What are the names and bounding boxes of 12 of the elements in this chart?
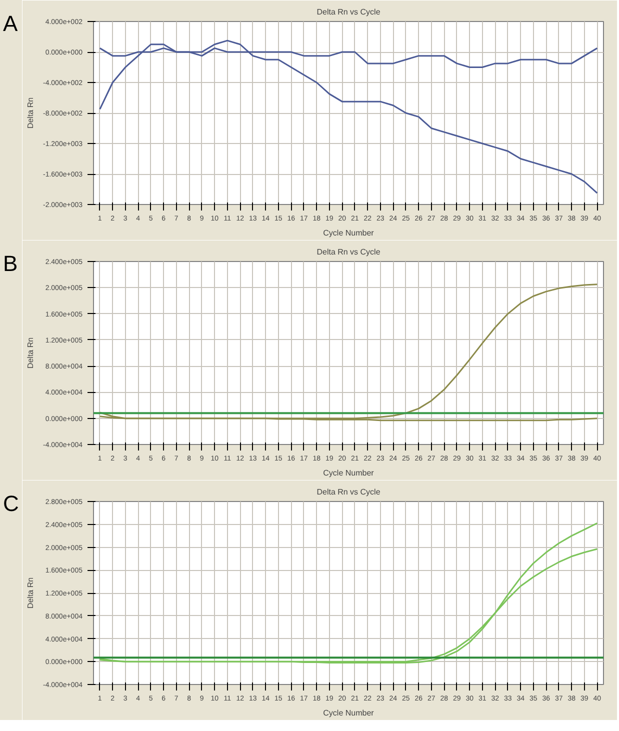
chart-title: Delta Rn vs Cycle — [316, 8, 381, 16]
y-axis-title: Delta Rn — [26, 97, 35, 129]
y-axis-title: Delta Rn — [26, 577, 35, 609]
y-axis-title: Delta Rn — [26, 337, 35, 369]
chart-title: Delta Rn vs Cycle — [316, 248, 381, 256]
text: C — [3, 490, 19, 518]
x-axis-title: Cycle Number — [323, 228, 374, 238]
chart-title: Delta Rn vs Cycle — [316, 488, 381, 496]
x-axis-title: Cycle Number — [323, 708, 374, 718]
x-axis-title: Cycle Number — [323, 468, 374, 478]
text: A — [3, 10, 18, 38]
text: B — [3, 250, 18, 278]
